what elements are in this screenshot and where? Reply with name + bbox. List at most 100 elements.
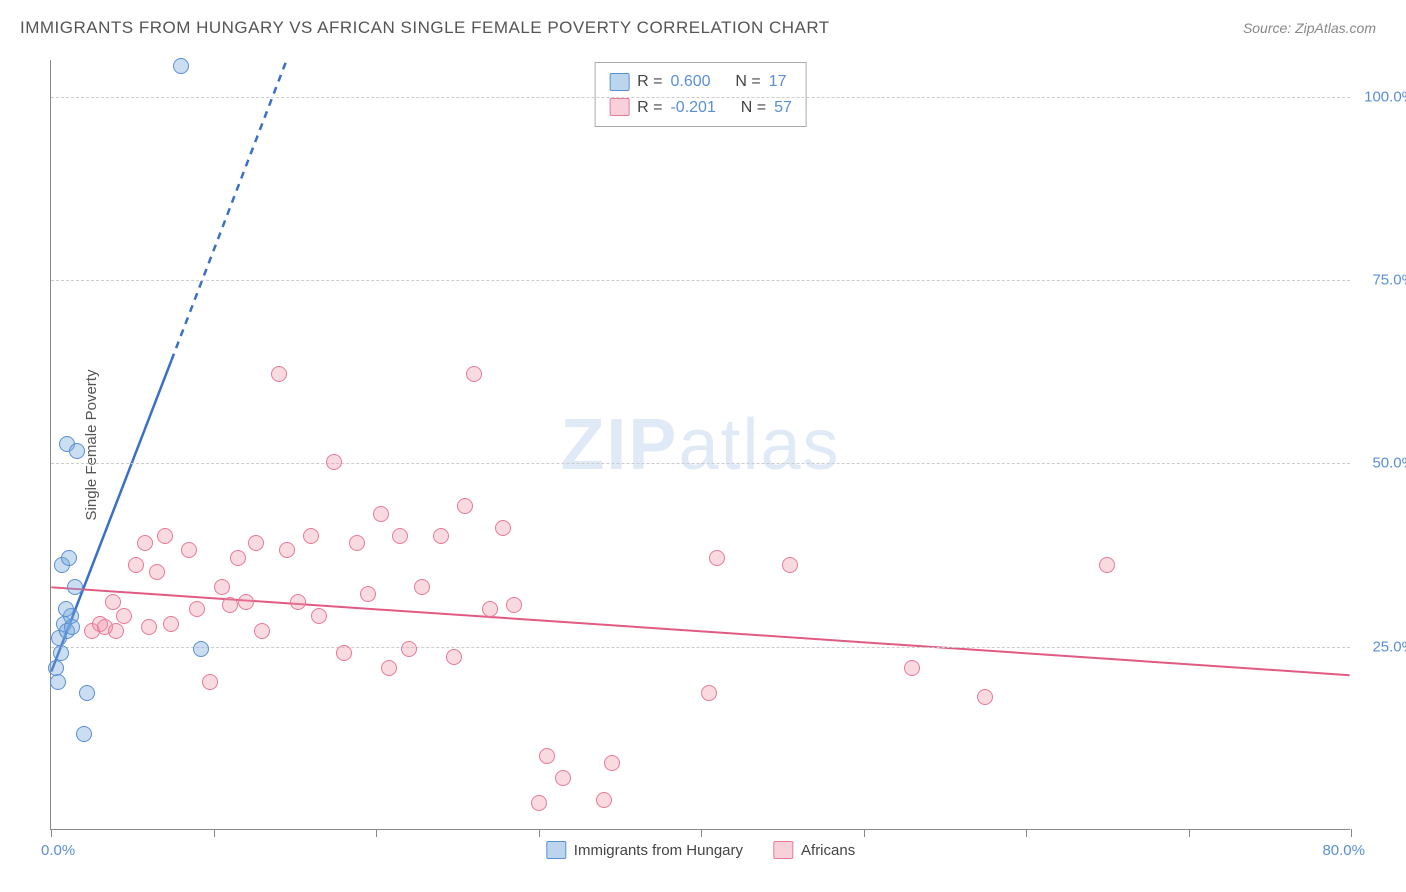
gridline xyxy=(51,647,1350,648)
data-point xyxy=(53,645,69,661)
data-point xyxy=(701,685,717,701)
data-point xyxy=(531,795,547,811)
data-point xyxy=(67,579,83,595)
legend-row-hungary: R = 0.600 N = 17 xyxy=(609,69,792,95)
correlation-legend: R = 0.600 N = 17 R = -0.201 N = 57 xyxy=(594,62,807,127)
data-point xyxy=(271,366,287,382)
xtick xyxy=(376,829,377,837)
r-value-0: 0.600 xyxy=(670,69,710,95)
ytick-label: 25.0% xyxy=(1372,638,1406,655)
data-point xyxy=(1099,557,1115,573)
r-value-1: -0.201 xyxy=(670,95,715,121)
data-point xyxy=(446,649,462,665)
data-point xyxy=(373,506,389,522)
data-point xyxy=(163,616,179,632)
data-point xyxy=(254,623,270,639)
xtick-label-80: 80.0% xyxy=(1322,842,1365,859)
data-point xyxy=(539,748,555,764)
ytick-label: 75.0% xyxy=(1372,272,1406,289)
data-point xyxy=(482,601,498,617)
data-point xyxy=(392,528,408,544)
xtick xyxy=(214,829,215,837)
xtick xyxy=(701,829,702,837)
data-point xyxy=(904,660,920,676)
data-point xyxy=(604,755,620,771)
xtick xyxy=(1026,829,1027,837)
gridline xyxy=(51,280,1350,281)
data-point xyxy=(50,674,66,690)
xtick xyxy=(1189,829,1190,837)
chart-title: IMMIGRANTS FROM HUNGARY VS AFRICAN SINGL… xyxy=(20,18,830,38)
gridline xyxy=(51,463,1350,464)
n-label-0: N = xyxy=(735,69,760,95)
n-value-0: 17 xyxy=(769,69,787,95)
data-point xyxy=(506,597,522,613)
legend-swatch-pink xyxy=(609,98,629,116)
data-point xyxy=(326,454,342,470)
r-label-0: R = xyxy=(637,69,662,95)
chart-container: IMMIGRANTS FROM HUNGARY VS AFRICAN SINGL… xyxy=(0,0,1406,892)
data-point xyxy=(466,366,482,382)
data-point xyxy=(349,535,365,551)
data-point xyxy=(141,619,157,635)
data-point xyxy=(79,685,95,701)
data-point xyxy=(782,557,798,573)
legend-swatch-blue xyxy=(609,73,629,91)
data-point xyxy=(58,601,74,617)
data-point xyxy=(555,770,571,786)
watermark-zip: ZIP xyxy=(560,405,678,485)
y-axis-label: Single Female Poverty xyxy=(83,369,100,520)
watermark: ZIPatlas xyxy=(560,404,840,486)
bottom-legend: Immigrants from Hungary Africans xyxy=(546,841,855,859)
data-point xyxy=(116,608,132,624)
n-value-1: 57 xyxy=(774,95,792,121)
data-point xyxy=(303,528,319,544)
data-point xyxy=(433,528,449,544)
plot-area: Single Female Poverty ZIPatlas R = 0.600… xyxy=(50,60,1350,830)
data-point xyxy=(149,564,165,580)
data-point xyxy=(360,586,376,602)
xtick xyxy=(539,829,540,837)
bottom-swatch-pink xyxy=(773,841,793,859)
bottom-legend-label-0: Immigrants from Hungary xyxy=(574,842,743,859)
data-point xyxy=(137,535,153,551)
ytick-label: 100.0% xyxy=(1364,88,1406,105)
data-point xyxy=(401,641,417,657)
data-point xyxy=(202,674,218,690)
data-point xyxy=(457,498,473,514)
data-point xyxy=(48,660,64,676)
data-point xyxy=(709,550,725,566)
data-point xyxy=(230,550,246,566)
data-point xyxy=(311,608,327,624)
data-point xyxy=(336,645,352,661)
data-point xyxy=(76,726,92,742)
data-point xyxy=(596,792,612,808)
xtick xyxy=(1351,829,1352,837)
data-point xyxy=(193,641,209,657)
ytick-label: 50.0% xyxy=(1372,455,1406,472)
data-point xyxy=(189,601,205,617)
data-point xyxy=(381,660,397,676)
bottom-swatch-blue xyxy=(546,841,566,859)
legend-row-africans: R = -0.201 N = 57 xyxy=(609,95,792,121)
bottom-legend-africans: Africans xyxy=(773,841,855,859)
data-point xyxy=(181,542,197,558)
data-point xyxy=(495,520,511,536)
data-point xyxy=(105,594,121,610)
data-point xyxy=(248,535,264,551)
r-label-1: R = xyxy=(637,95,662,121)
data-point xyxy=(64,619,80,635)
bottom-legend-hungary: Immigrants from Hungary xyxy=(546,841,743,859)
data-point xyxy=(108,623,124,639)
data-point xyxy=(173,58,189,74)
source-label: Source: ZipAtlas.com xyxy=(1243,20,1376,36)
data-point xyxy=(157,528,173,544)
data-point xyxy=(279,542,295,558)
trendlines-svg xyxy=(51,60,1350,829)
data-point xyxy=(61,550,77,566)
xtick xyxy=(51,829,52,837)
data-point xyxy=(977,689,993,705)
data-point xyxy=(128,557,144,573)
xtick-label-0: 0.0% xyxy=(41,842,75,859)
watermark-atlas: atlas xyxy=(678,405,840,485)
